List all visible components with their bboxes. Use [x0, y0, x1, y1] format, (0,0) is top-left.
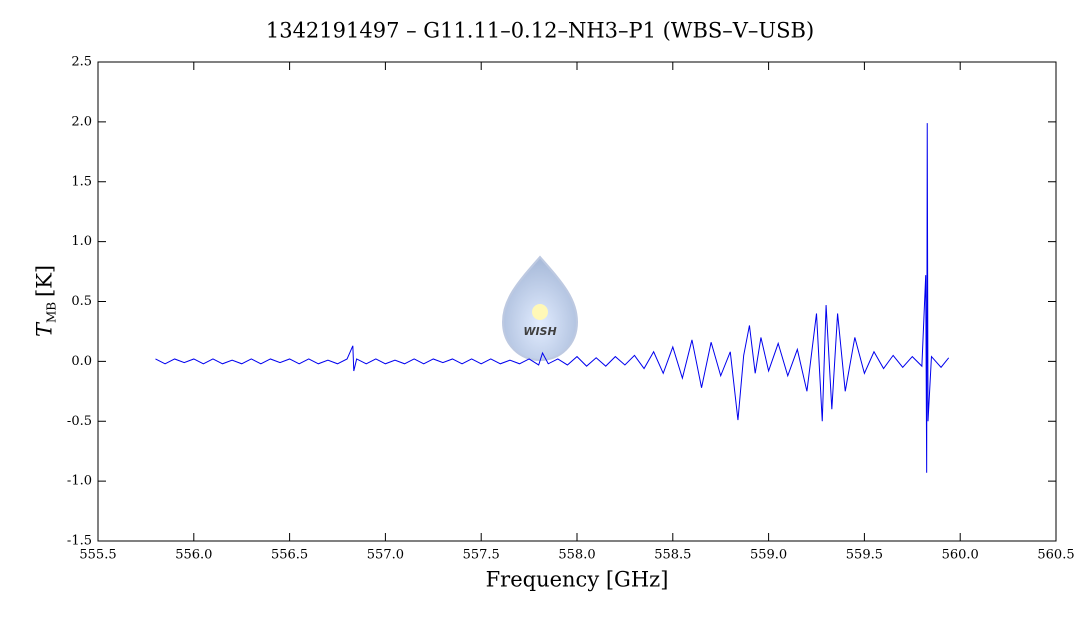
y-tick-label: 0.5: [71, 294, 92, 309]
y-tick-label: 2.5: [71, 55, 92, 70]
chart-title: 1342191497 – G11.11–0.12–NH3–P1 (WBS–V–U…: [266, 19, 814, 43]
y-tick-label: 0.0: [71, 354, 92, 369]
x-tick-label: 556.5: [271, 548, 308, 563]
x-tick-label: 556.0: [175, 548, 212, 563]
x-tick-label: 557.5: [463, 548, 500, 563]
y-axis-label: T MB [K]: [33, 265, 59, 337]
x-tick-label: 558.5: [654, 548, 691, 563]
spectrum-line: [155, 123, 950, 473]
x-axis-label: Frequency [GHz]: [486, 568, 669, 592]
x-tick-label: 557.0: [367, 548, 404, 563]
logo-star: [532, 304, 548, 320]
logo-text: WISH: [523, 325, 556, 338]
x-tick-label: 560.5: [1037, 548, 1074, 563]
y-tick-label: -1.0: [67, 474, 92, 489]
x-tick-label: 559.5: [846, 548, 883, 563]
x-tick-label: 558.0: [558, 548, 595, 563]
x-tick-label: 555.5: [79, 548, 116, 563]
y-tick-label: -1.5: [67, 534, 92, 549]
y-tick-label: -0.5: [67, 414, 92, 429]
y-tick-label: 1.0: [71, 234, 92, 249]
y-tick-label: 1.5: [71, 174, 92, 189]
x-tick-label: 559.0: [750, 548, 787, 563]
y-tick-label: 2.0: [71, 114, 92, 129]
watermark-logo: WISH: [501, 255, 579, 362]
y-label-subscript: MB: [45, 302, 59, 323]
y-label-unit: [K]: [33, 265, 57, 297]
y-label-symbol: T: [33, 321, 57, 337]
x-tick-label: 560.0: [942, 548, 979, 563]
plot-frame: [97, 61, 1057, 542]
